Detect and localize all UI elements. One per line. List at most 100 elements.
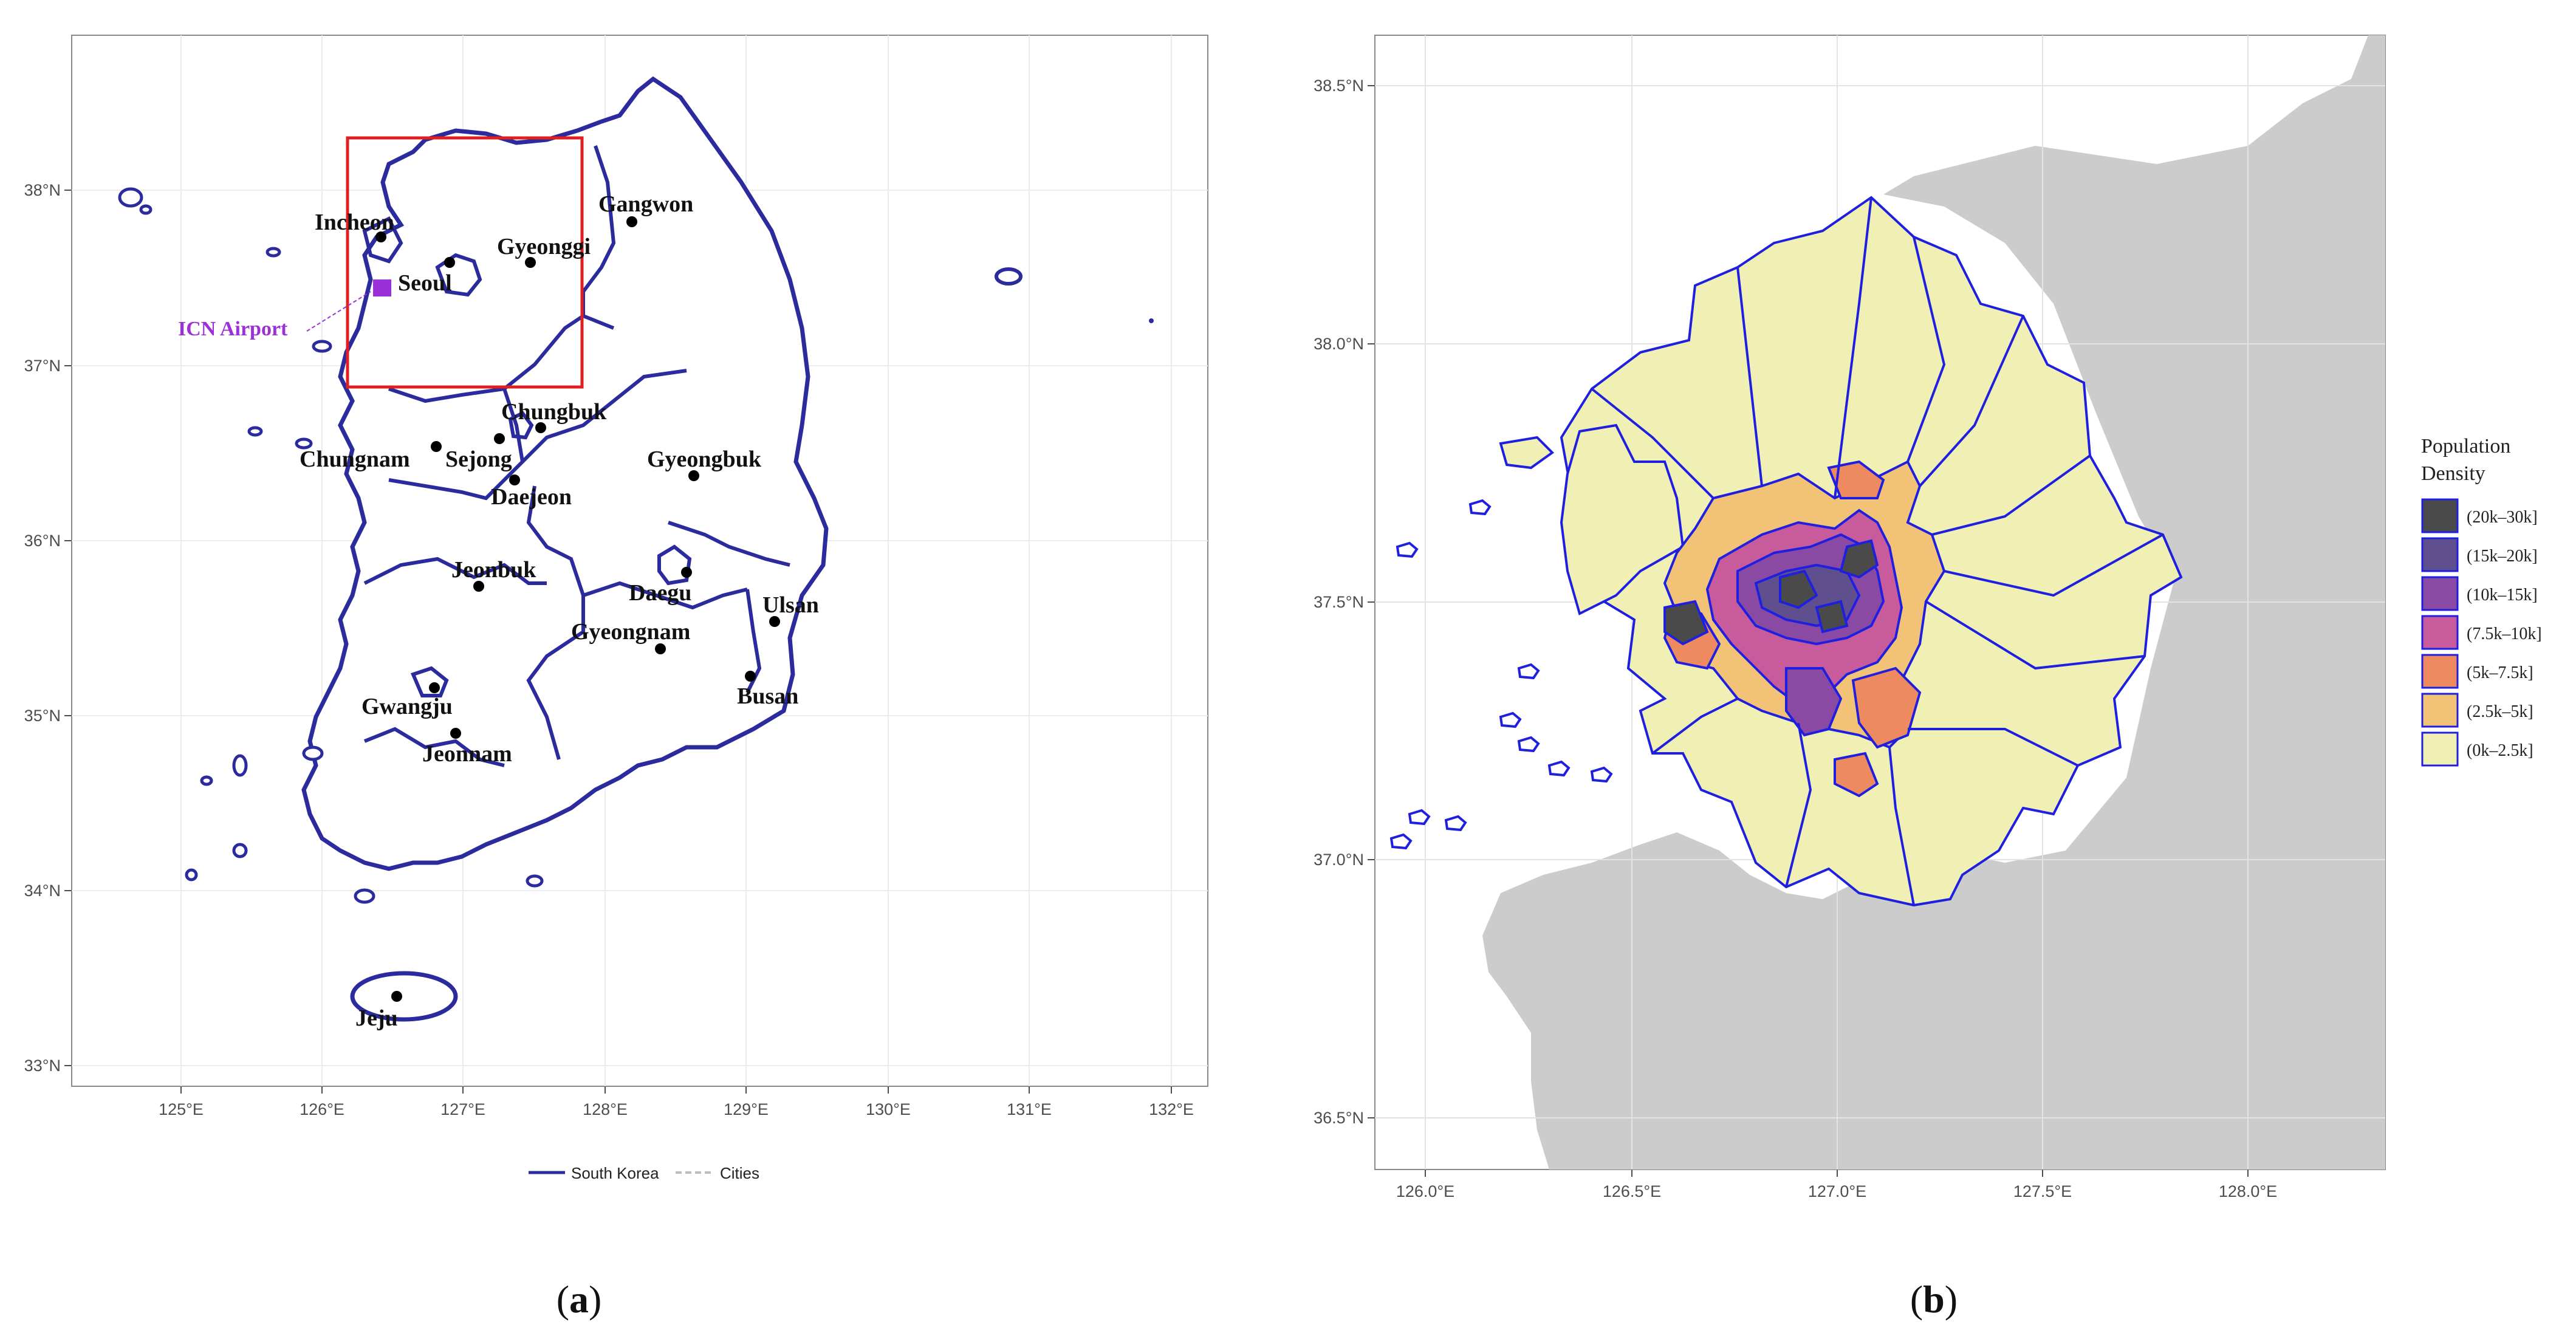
- city-label-daejeon: Daejeon: [491, 484, 572, 510]
- panel-a-lat-label: 35°N: [24, 707, 61, 725]
- panel-b-lat-label: 36.5°N: [1314, 1109, 1364, 1127]
- city-markers: Incheon Seoul Gyeonggi Gangwon Chungbuk Chung…: [300, 191, 819, 1031]
- panel-b-lon-label: 127.5°E: [2013, 1182, 2072, 1200]
- panel-a-lon-label: 128°E: [583, 1100, 628, 1118]
- coastal-island: [1408, 809, 1431, 826]
- city-label-busan: Busan: [737, 683, 798, 709]
- city-label-seoul: Seoul: [398, 270, 452, 296]
- city-dot-gyeongnam: [655, 643, 666, 654]
- legend-cities-label: Cities: [720, 1164, 759, 1182]
- legend-swatch: [2421, 654, 2459, 689]
- legend-swatch: [2421, 537, 2459, 572]
- capital-region-districts: [1389, 196, 2183, 907]
- legend-item-label: (7.5k–10k]: [2467, 625, 2542, 643]
- district-border: [1736, 267, 1763, 487]
- legend-title-line-1: Population: [2421, 435, 2510, 457]
- city-label-chungbuk: Chungbuk: [501, 399, 607, 425]
- district-border: [1834, 197, 1872, 499]
- district-border: [1651, 697, 1738, 755]
- legend-item-label: (2.5k–5k]: [2467, 702, 2533, 721]
- panel-b-map: 38.5°N 38.0°N 37.5°N 37.0°N 36.5°N 126.0°E 126…: [1314, 35, 2542, 1321]
- panel-a-lat-label: 38°N: [24, 181, 61, 199]
- district-density-10k-15k: [1785, 667, 1843, 737]
- panel-a-lon-label: 132°E: [1149, 1100, 1194, 1118]
- panel-b-axes: 38.5°N 38.0°N 37.5°N 37.0°N 36.5°N 126.0°E 126…: [1314, 77, 2277, 1200]
- seoul-boundary: [435, 253, 482, 297]
- icn-airport-marker: [373, 279, 391, 296]
- city-label-jeju: Jeju: [355, 1005, 398, 1031]
- city-label-gwangju: Gwangju: [361, 694, 453, 719]
- city-dot-chungbuk: [535, 422, 546, 433]
- district-border: [1944, 533, 2163, 597]
- panel-b-lon-label: 126.5°E: [1603, 1182, 1661, 1200]
- city-dot-chungnam: [431, 441, 442, 452]
- city-dot-gyeongbuk: [688, 470, 699, 481]
- district-border: [1931, 454, 2091, 536]
- city-dot-daejeon: [509, 474, 520, 485]
- panel-b-lon-label: 128.0°E: [2219, 1182, 2277, 1200]
- district-density-20k-30k: [1815, 600, 1849, 634]
- city-label-chungnam: Chungnam: [300, 447, 410, 472]
- panel-a-lon-label: 130°E: [866, 1100, 911, 1118]
- city-dot-ulsan: [769, 616, 780, 627]
- legend-title-line-2: Density: [2421, 462, 2485, 485]
- city-dot-seoul: [444, 257, 455, 268]
- panel-a-lat-label: 33°N: [24, 1056, 61, 1075]
- legend-item-label: (5k–7.5k]: [2467, 663, 2533, 682]
- city-dot-gwangju: [429, 682, 440, 693]
- panel-a-lon-label: 125°E: [159, 1100, 204, 1118]
- city-label-jeonnam: Jeonnam: [422, 741, 512, 767]
- district-density-0k-2.5k: [1560, 423, 1685, 615]
- city-label-gyeonggi: Gyeonggi: [497, 234, 591, 259]
- city-dot-jeonbuk: [473, 581, 484, 592]
- district-density-0k-2.5k: [1499, 436, 1555, 470]
- caption-b-letter: b: [1923, 1278, 1945, 1321]
- district-border: [1888, 747, 1915, 906]
- city-label-ulsan: Ulsan: [762, 592, 819, 618]
- west-islands: [118, 187, 544, 904]
- panel-b-lat-label: 37.5°N: [1314, 593, 1364, 611]
- city-dot-busan: [745, 671, 756, 682]
- legend-swatch: [2421, 731, 2459, 767]
- panel-b-lat-label: 38.0°N: [1314, 335, 1364, 353]
- coastal-island: [1468, 499, 1492, 516]
- daejeon-boundary: [508, 411, 534, 440]
- icn-airport-label: ICN Airport: [178, 318, 288, 340]
- legend-swatch: [2421, 693, 2459, 728]
- district-density-20k-30k: [1839, 539, 1879, 579]
- coastal-island: [1590, 766, 1613, 783]
- city-dot-sejong: [494, 433, 505, 444]
- caption-a: (a): [557, 1278, 602, 1321]
- legend-item-label: (0k–2.5k]: [2467, 741, 2533, 760]
- panel-b-lat-label: 37.0°N: [1314, 851, 1364, 869]
- legend-swatch: [2421, 498, 2459, 533]
- panel-a-axes: 38°N 37°N 36°N 35°N 34°N 33°N 125°E 126°E 127°E 1…: [24, 181, 1194, 1118]
- district-border: [1785, 722, 1812, 888]
- legend-item-label: (15k–20k]: [2467, 547, 2538, 566]
- panel-a-lat-label: 37°N: [24, 357, 61, 375]
- city-label-daegu: Daegu: [629, 580, 691, 606]
- caption-a-letter: a: [569, 1278, 589, 1321]
- panel-a-lon-label: 129°E: [724, 1100, 769, 1118]
- district-border: [1591, 388, 1714, 499]
- city-label-sejong: Sejong: [445, 447, 512, 472]
- district-density-20k-30k: [1663, 600, 1709, 646]
- district-border: [1919, 315, 2024, 487]
- caption-b: (b): [1910, 1278, 1958, 1321]
- panel-a-legend: South Korea Cities: [529, 1164, 759, 1182]
- coastal-island: [1517, 736, 1540, 753]
- surrounding-land: [1482, 35, 2385, 1169]
- incheon-boundary: [362, 216, 403, 264]
- city-label-jeonbuk: Jeonbuk: [451, 557, 536, 583]
- district-border: [1908, 728, 2078, 767]
- city-label-gyeongbuk: Gyeongbuk: [647, 447, 762, 472]
- district-density-20k-30k: [1779, 569, 1818, 609]
- legend-item-label: (20k–30k]: [2467, 508, 2538, 527]
- jeju-island: [350, 971, 458, 1022]
- province-borders: [363, 145, 790, 767]
- district-density-5k-7.5k: [1827, 460, 1885, 499]
- legend-swatch: [2421, 576, 2459, 611]
- coastal-island: [1499, 711, 1522, 728]
- daegu-boundary: [657, 544, 692, 586]
